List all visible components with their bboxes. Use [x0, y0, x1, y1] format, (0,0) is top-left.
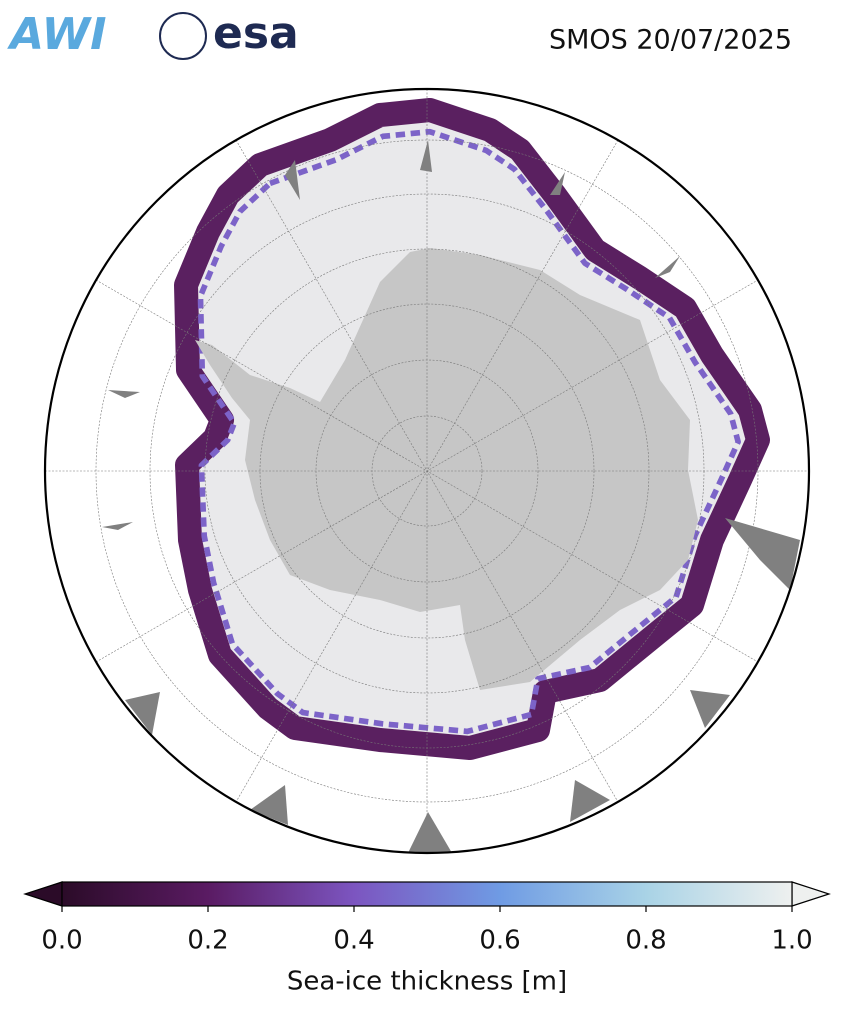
colorbar: 0.0 0.2 0.4 0.6 0.8 1.0 Sea-ice thickness [m] — [23, 881, 831, 997]
colorbar-tick-label: 0.0 — [41, 926, 82, 956]
awi-logo: AWI — [7, 9, 107, 60]
colorbar-extend-max — [791, 881, 831, 907]
colorbar-tick-label: 0.6 — [479, 926, 520, 956]
colorbar-tick-label: 1.0 — [771, 926, 812, 956]
colorbar-label: Sea-ice thickness [m] — [287, 967, 567, 997]
colorbar-extend-min — [23, 881, 63, 907]
antarctica — [195, 248, 698, 690]
colorbar-tick-label: 0.2 — [187, 926, 228, 956]
land — [102, 140, 800, 853]
map-title: SMOS 20/07/2025 — [549, 25, 792, 56]
colorbar-ramp — [61, 881, 793, 907]
esa-mark — [159, 12, 207, 60]
logos: AWI esa — [7, 8, 299, 60]
colorbar-tick-label: 0.8 — [625, 926, 666, 956]
esa-logo: esa — [213, 8, 299, 59]
graticule — [45, 89, 809, 853]
colorbar-tick-label: 0.4 — [333, 926, 374, 956]
ice-edge — [197, 128, 741, 735]
map — [45, 89, 809, 853]
map-frame — [43, 87, 811, 855]
